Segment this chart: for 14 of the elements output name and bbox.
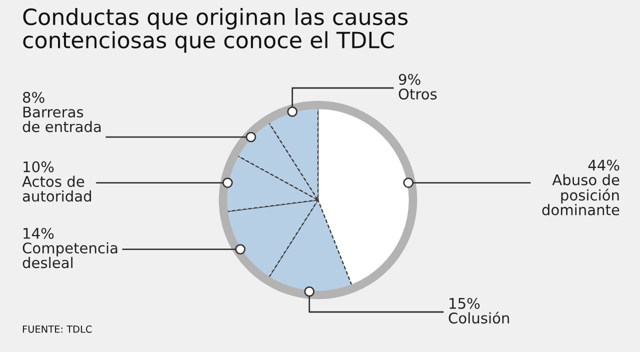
slice-label: Otros (398, 88, 437, 100)
slice-label: Abuso de posición dominante (542, 174, 620, 216)
slice-label: Barreras de entrada (22, 106, 101, 132)
data-label: 9% (398, 74, 420, 85)
data-label: 44% (588, 160, 620, 171)
slice-label: Colusión (448, 312, 509, 324)
source-note: FUENTE: TDLC (22, 325, 92, 333)
data-label: 8% (22, 92, 44, 103)
chart-title: Conductas que originan las causas contenciosas que conoce el TDLC (23, 8, 408, 53)
data-label: 14% (24, 228, 54, 239)
data-label: 10% (24, 161, 54, 172)
slice-label: Actos de autoridad (22, 176, 91, 202)
data-label: 15% (450, 298, 480, 309)
slice-label: Competencia desleal (22, 242, 118, 268)
